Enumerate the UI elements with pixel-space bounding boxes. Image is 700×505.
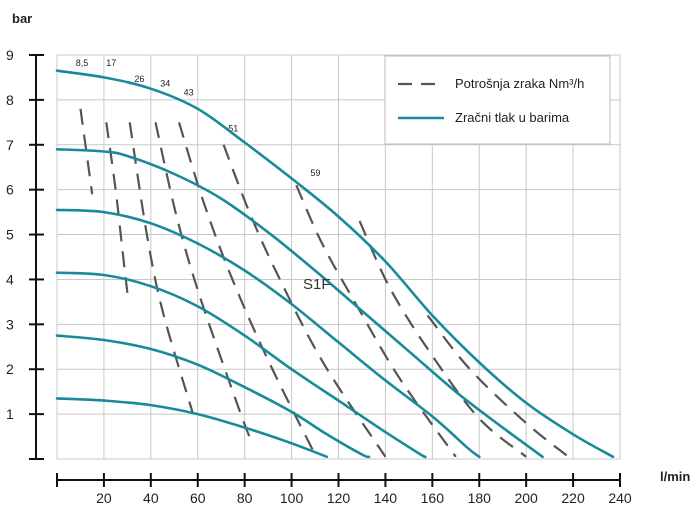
air-consumption-curve	[79, 108, 94, 195]
air-consumption-label: 8,5	[76, 58, 89, 68]
air-consumption-label: 51	[228, 123, 238, 133]
air-consumption-curve	[105, 122, 129, 294]
y-tick-label: 7	[6, 137, 14, 153]
x-tick-label: 120	[327, 490, 351, 505]
pressure-curve	[55, 69, 615, 459]
air-consumption-curve	[358, 220, 527, 458]
pressure-curve	[55, 397, 329, 459]
legend-consumption-label: Potrošnja zraka Nm³/h	[455, 76, 584, 91]
y-tick-label: 5	[6, 227, 14, 243]
legend-pressure-label: Zračni tlak u barima	[455, 110, 570, 125]
legend-box	[384, 55, 611, 145]
x-tick-label: 220	[561, 490, 585, 505]
x-tick-label: 40	[143, 490, 159, 505]
air-consumption-label: 43	[184, 87, 194, 97]
x-axis-label: l/min	[660, 469, 690, 484]
x-tick-label: 200	[514, 490, 538, 505]
y-tick-label: 8	[6, 92, 14, 108]
y-tick-label: 6	[6, 182, 14, 198]
pressure-curve	[55, 334, 371, 459]
air-consumption-curve	[426, 314, 570, 458]
air-consumption-curve	[128, 122, 195, 415]
x-tick-label: 80	[237, 490, 253, 505]
air-consumption-label: 17	[106, 58, 116, 68]
pressure-curve	[55, 208, 481, 459]
x-tick-label: 20	[96, 490, 112, 505]
x-tick-label: 100	[280, 490, 304, 505]
y-tick-label: 4	[6, 271, 14, 287]
y-tick-label: 9	[6, 47, 14, 63]
x-tick-label: 60	[190, 490, 206, 505]
air-consumption-label: 59	[310, 168, 320, 178]
y-axis-label: bar	[12, 11, 32, 26]
air-consumption-curve	[177, 121, 316, 455]
x-tick-label: 140	[374, 490, 398, 505]
x-tick-label: 180	[468, 490, 492, 505]
y-tick-label: 2	[6, 361, 14, 377]
x-tick-label: 240	[608, 490, 632, 505]
pressure-curve	[55, 271, 427, 459]
x-tick-label: 160	[421, 490, 445, 505]
pressure-curve	[55, 148, 544, 459]
model-label: S1F	[303, 276, 331, 293]
air-consumption-label: 26	[134, 74, 144, 84]
y-tick-label: 3	[6, 316, 14, 332]
legend: Potrošnja zraka Nm³/h Zračni tlak u bari…	[384, 55, 611, 145]
air-consumption-label: 34	[160, 78, 170, 88]
air-consumption-curve	[154, 122, 251, 437]
y-tick-label: 1	[6, 406, 14, 422]
air-consumption-curves: 8,5 17 26 34 43 51 59	[76, 58, 570, 458]
air-consumption-curve	[222, 144, 387, 458]
pressure-curves	[55, 69, 615, 459]
